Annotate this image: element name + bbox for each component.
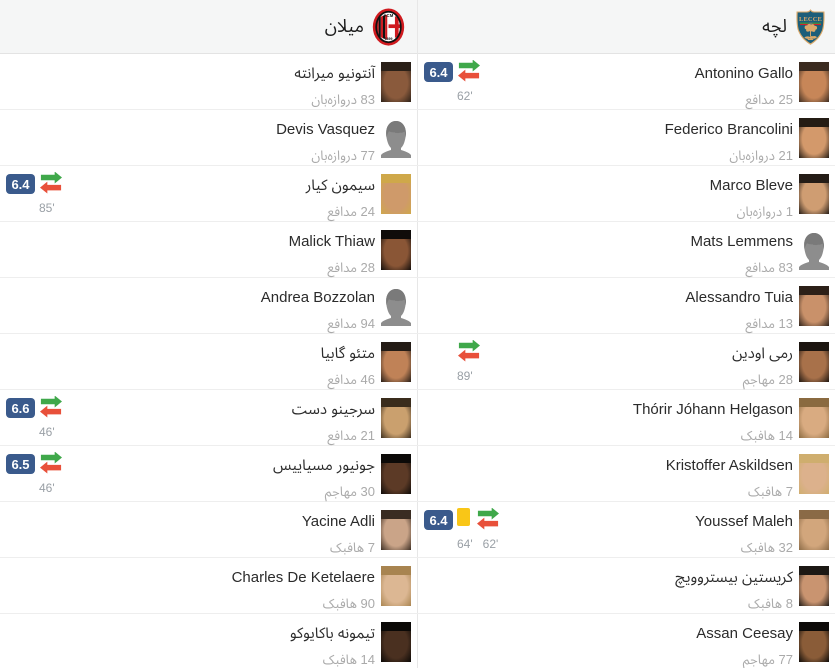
svg-text:ACM: ACM	[383, 13, 393, 18]
svg-text:1899: 1899	[385, 37, 393, 41]
svg-text:LECCE: LECCE	[799, 16, 822, 23]
